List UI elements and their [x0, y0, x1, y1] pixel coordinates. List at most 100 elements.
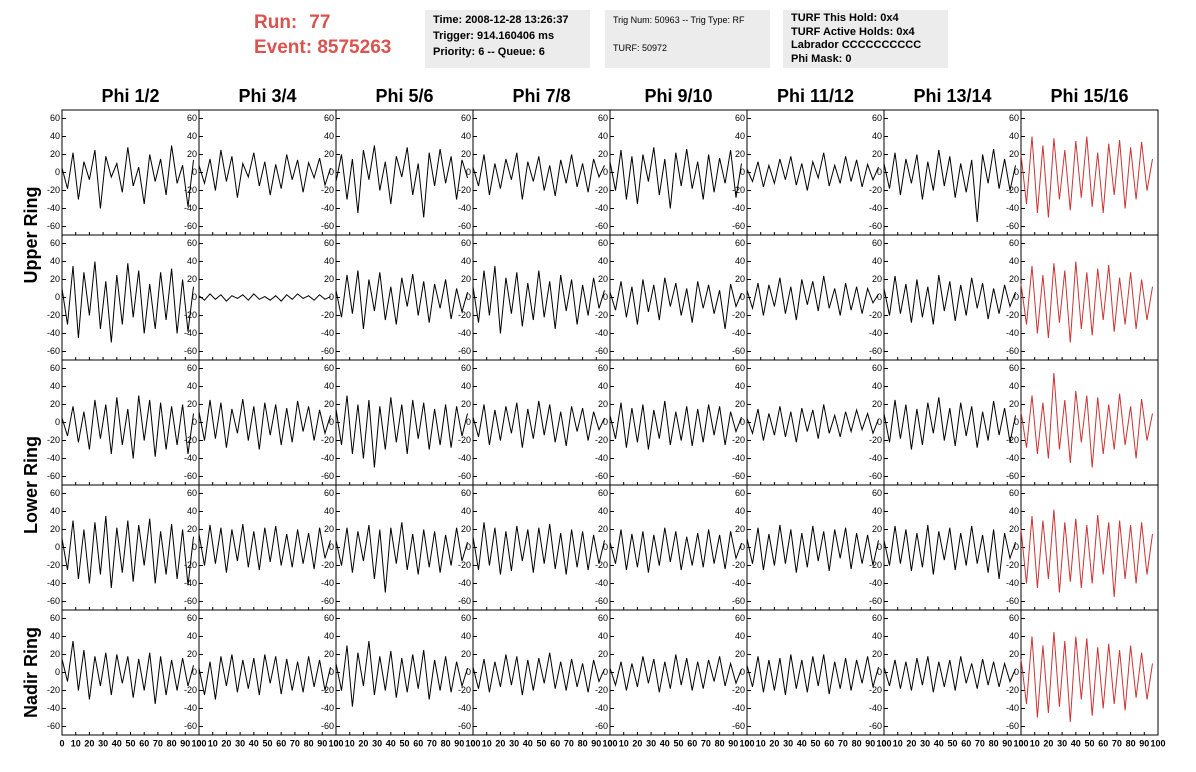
y-tick-label: 40	[598, 131, 608, 141]
y-tick-label: 0	[466, 167, 471, 177]
y-tick-label: 20	[187, 149, 197, 159]
panel-frame	[883, 109, 1022, 236]
x-tick-label: 70	[153, 738, 163, 748]
y-tick-label: -40	[47, 703, 60, 713]
panel-frame	[746, 484, 885, 611]
y-tick-label: -40	[869, 578, 882, 588]
waveform	[883, 397, 1016, 450]
y-tick-label: 40	[187, 131, 197, 141]
x-tick-label: 60	[139, 738, 149, 748]
y-tick-label: -20	[184, 435, 197, 445]
x-tick-label: 80	[441, 738, 451, 748]
y-tick-label: -20	[869, 185, 882, 195]
waveform	[609, 147, 742, 209]
y-tick-label: -60	[321, 346, 334, 356]
info-line: Labrador CCCCCCCCCC	[791, 39, 922, 51]
x-tick-label: 30	[98, 738, 108, 748]
y-tick-label: 20	[872, 149, 882, 159]
x-tick-label: 40	[660, 738, 670, 748]
panel-frame	[1020, 484, 1159, 611]
x-tick-label: 30	[646, 738, 656, 748]
x-tick-label: 40	[112, 738, 122, 748]
y-tick-label: -20	[1006, 685, 1019, 695]
y-tick-label: 40	[50, 381, 60, 391]
y-tick-label: 20	[735, 399, 745, 409]
y-tick-label: -40	[458, 578, 471, 588]
y-tick-label: 40	[735, 381, 745, 391]
event-number: 8575263	[317, 37, 392, 58]
y-tick-label: 40	[735, 131, 745, 141]
y-tick-label: 60	[735, 113, 745, 123]
x-tick-label: 60	[276, 738, 286, 748]
column-title: Phi 9/10	[644, 86, 712, 106]
y-tick-label: 40	[1009, 256, 1019, 266]
panel-frame	[198, 234, 337, 361]
y-tick-label: -40	[321, 453, 334, 463]
x-tick-label: 0	[607, 738, 612, 748]
y-tick-label: 40	[872, 631, 882, 641]
y-tick-label: -60	[321, 471, 334, 481]
y-tick-label: 0	[329, 417, 334, 427]
x-tick-label: 30	[235, 738, 245, 748]
y-tick-label: 20	[50, 649, 60, 659]
y-tick-label: -40	[47, 203, 60, 213]
y-tick-label: 0	[877, 292, 882, 302]
y-tick-label: 20	[324, 524, 334, 534]
y-tick-label: -60	[732, 721, 745, 731]
waveform	[1020, 631, 1153, 723]
x-tick-label: 90	[865, 738, 875, 748]
y-tick-label: -20	[595, 310, 608, 320]
y-tick-label: 0	[466, 667, 471, 677]
y-tick-label: 60	[1009, 113, 1019, 123]
y-tick-label: -20	[321, 435, 334, 445]
y-tick-label: -40	[184, 703, 197, 713]
y-tick-label: -60	[869, 471, 882, 481]
y-tick-label: -60	[869, 596, 882, 606]
y-tick-label: -60	[732, 221, 745, 231]
y-tick-label: -20	[732, 685, 745, 695]
y-tick-label: 40	[1009, 506, 1019, 516]
x-tick-label: 10	[345, 738, 355, 748]
waveform	[472, 400, 605, 448]
y-tick-label: -60	[595, 596, 608, 606]
column-title: Phi 13/14	[913, 86, 991, 106]
y-tick-label: 60	[187, 113, 197, 123]
x-tick-label: 0	[333, 738, 338, 748]
run-event: Run: 77 Event: 8575263	[254, 10, 391, 60]
y-tick-label: -60	[47, 346, 60, 356]
y-tick-label: 60	[598, 363, 608, 373]
y-tick-label: -20	[732, 435, 745, 445]
y-tick-label: 40	[598, 381, 608, 391]
y-tick-label: 60	[1009, 363, 1019, 373]
waveform	[198, 149, 331, 198]
y-tick-label: 40	[1009, 381, 1019, 391]
y-tick-label: 60	[1009, 488, 1019, 498]
y-tick-label: 0	[740, 417, 745, 427]
y-tick-label: 0	[55, 167, 60, 177]
y-tick-label: -20	[458, 435, 471, 445]
y-tick-label: 60	[872, 363, 882, 373]
waveform	[609, 277, 742, 330]
y-tick-label: 0	[1014, 167, 1019, 177]
y-tick-label: 40	[50, 256, 60, 266]
waveform	[335, 145, 468, 218]
y-tick-label: -40	[1006, 703, 1019, 713]
info-line: TURF Active Holds: 0x4	[791, 25, 915, 38]
column-title: Phi 1/2	[101, 86, 159, 106]
y-tick-label: -60	[458, 596, 471, 606]
y-tick-label: -40	[47, 453, 60, 463]
y-tick-label: 20	[598, 149, 608, 159]
y-tick-label: -60	[869, 721, 882, 731]
y-tick-label: 0	[740, 292, 745, 302]
y-tick-label: -40	[595, 703, 608, 713]
x-tick-label: 50	[399, 738, 409, 748]
panel-frame	[1020, 359, 1159, 486]
y-tick-label: 0	[192, 417, 197, 427]
y-tick-label: 60	[50, 363, 60, 373]
y-tick-label: -20	[732, 560, 745, 570]
y-tick-label: 60	[50, 488, 60, 498]
y-tick-label: 60	[598, 238, 608, 248]
column-title: Phi 5/6	[375, 86, 433, 106]
info-line: Time: 2008-12-28 13:26:37	[433, 14, 569, 26]
y-tick-label: 20	[735, 524, 745, 534]
